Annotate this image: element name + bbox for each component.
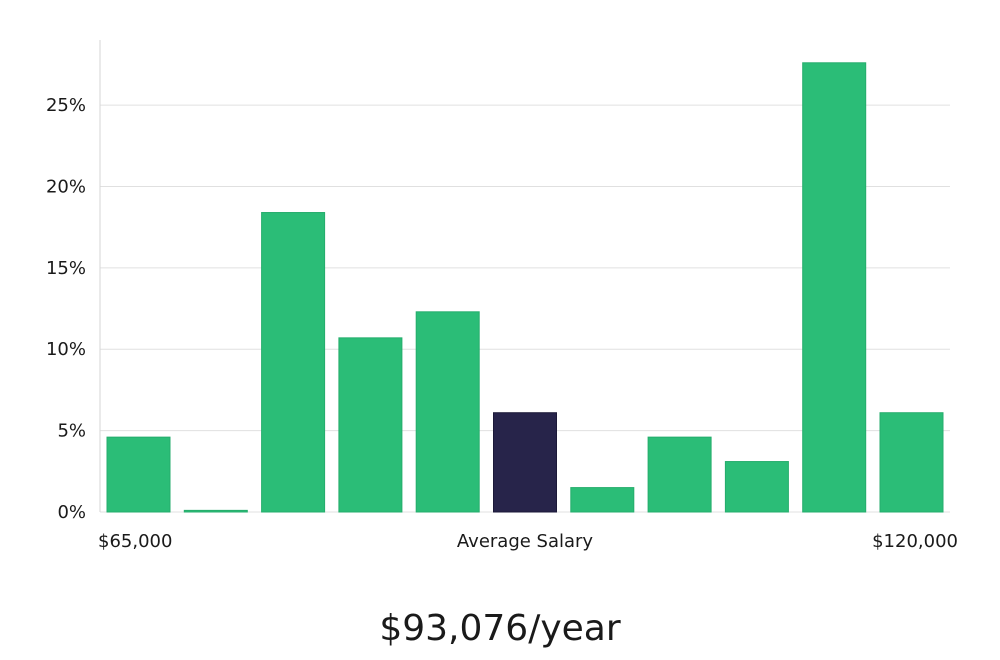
histogram-bar bbox=[724, 461, 789, 513]
histogram-bar bbox=[261, 212, 326, 513]
histogram-bar-average bbox=[493, 412, 557, 513]
histogram-bar bbox=[879, 412, 944, 513]
y-tick-label: 15% bbox=[46, 258, 86, 279]
histogram-bar bbox=[415, 311, 480, 513]
y-tick-label: 20% bbox=[46, 176, 86, 197]
y-tick-label: 10% bbox=[46, 339, 86, 360]
histogram-bar bbox=[338, 337, 403, 513]
y-tick-label: 0% bbox=[57, 502, 86, 523]
y-tick-label: 25% bbox=[46, 95, 86, 116]
x-max-label: $120,000 bbox=[872, 531, 958, 552]
histogram-bar bbox=[183, 509, 248, 513]
histogram-bar bbox=[802, 62, 867, 513]
y-tick-labels: 0% 5% 10% 15% 20% 25% bbox=[46, 95, 86, 523]
bars bbox=[106, 62, 944, 513]
salary-histogram: 0%5%10%15%20%25% $65,000 Average Salary … bbox=[46, 40, 958, 552]
y-tick-label: 5% bbox=[57, 421, 86, 442]
x-min-label: $65,000 bbox=[98, 531, 172, 552]
histogram-bar bbox=[570, 487, 635, 513]
x-axis-title: Average Salary bbox=[457, 531, 594, 552]
histogram-bar bbox=[106, 436, 171, 513]
average-salary-headline: $93,076/year bbox=[379, 608, 621, 649]
histogram-bar bbox=[647, 436, 712, 513]
